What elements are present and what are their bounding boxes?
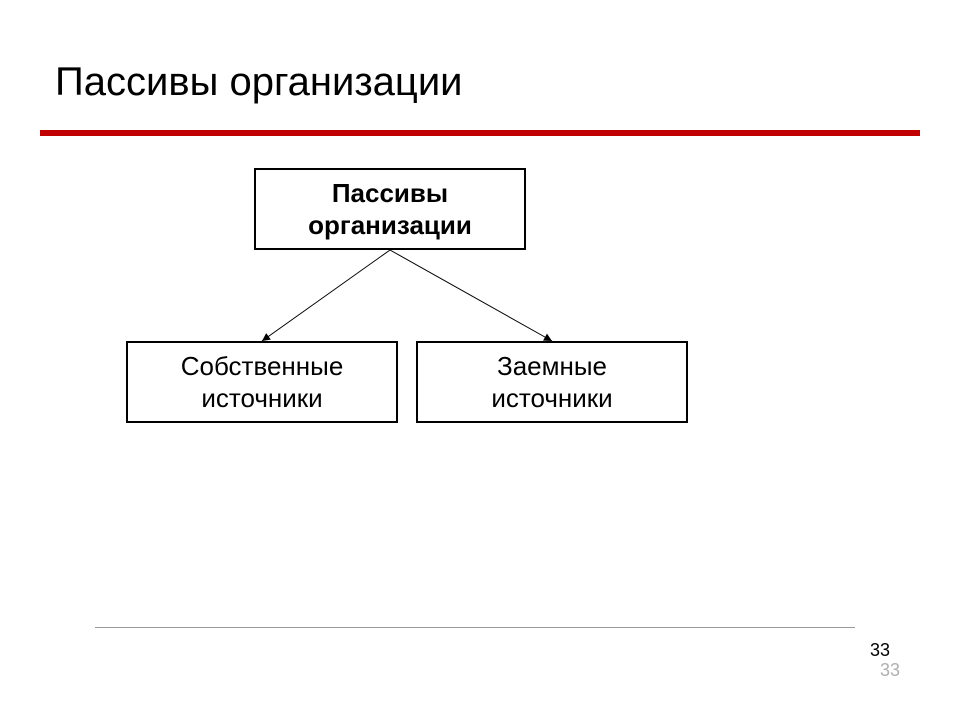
node-root: Пассивы организации (254, 168, 526, 250)
node-root-line1: Пассивы (332, 178, 448, 208)
footer-divider (95, 627, 855, 628)
slide-title: Пассивы организации (55, 60, 463, 105)
edge-root-left (262, 250, 390, 341)
node-right: Заемные источники (416, 341, 688, 423)
node-right-line1: Заемные (497, 351, 607, 381)
node-left: Собственные источники (126, 341, 398, 423)
page-number-primary: 33 (870, 640, 890, 661)
page-number-shadow: 33 (880, 660, 900, 681)
node-left-line1: Собственные (181, 351, 344, 381)
node-left-line2: источники (201, 383, 322, 413)
node-root-line2: организации (308, 210, 472, 240)
node-left-label: Собственные источники (181, 350, 344, 415)
edge-root-right (390, 250, 552, 341)
node-root-label: Пассивы организации (308, 177, 472, 242)
node-right-line2: источники (491, 383, 612, 413)
title-divider (40, 130, 920, 136)
node-right-label: Заемные источники (491, 350, 612, 415)
